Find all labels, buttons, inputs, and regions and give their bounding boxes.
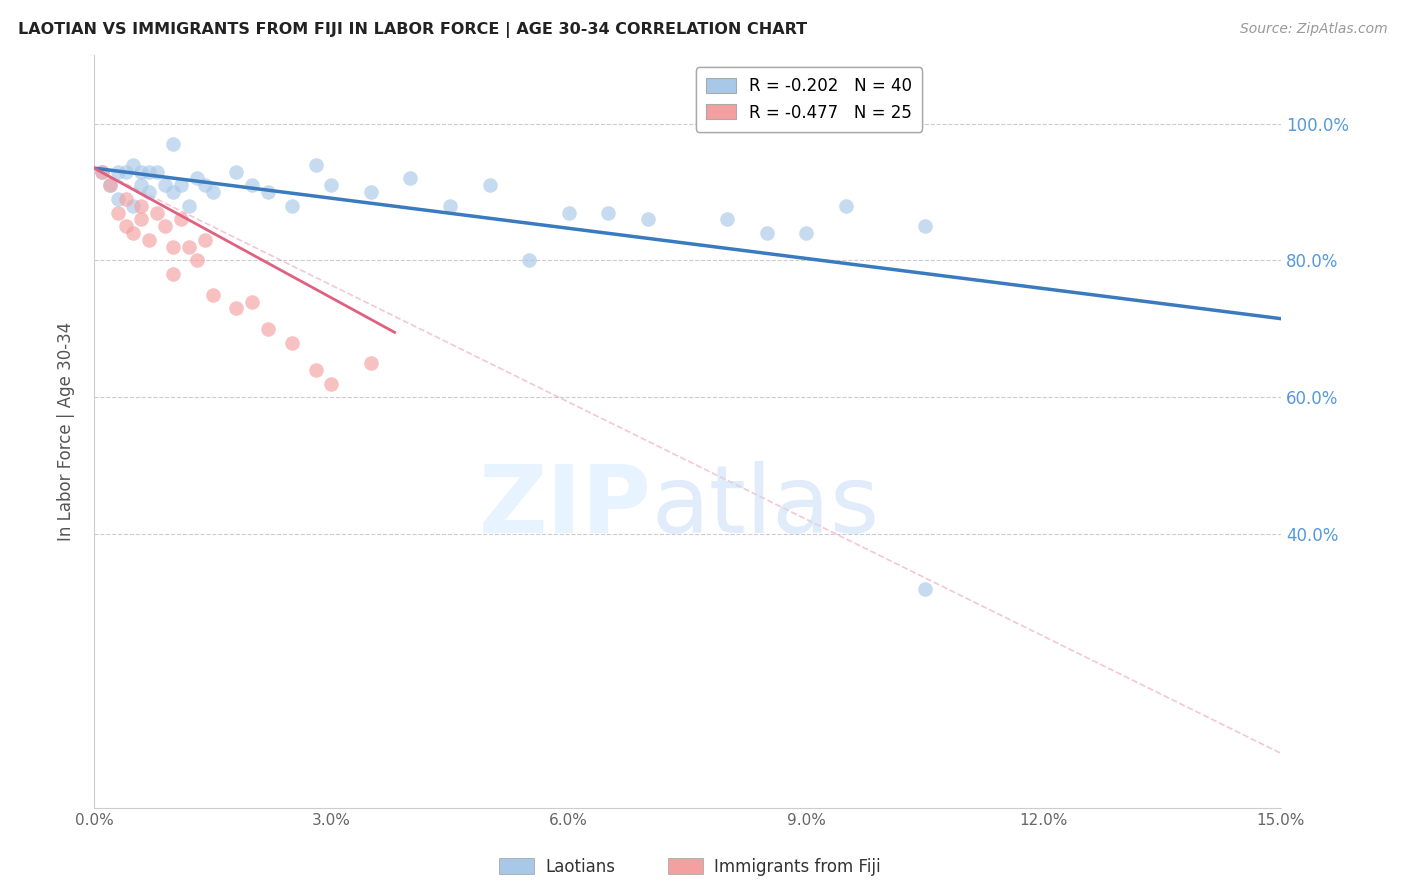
- Point: [131, 199, 153, 213]
- Point: [90, 164, 112, 178]
- Point: [122, 158, 145, 172]
- Point: [281, 199, 304, 213]
- Point: [240, 178, 263, 193]
- Point: [131, 164, 153, 178]
- Legend: R = -0.202   N = 40, R = -0.477   N = 25: R = -0.202 N = 40, R = -0.477 N = 25: [696, 67, 922, 132]
- Point: [138, 233, 160, 247]
- Point: [439, 199, 461, 213]
- Point: [257, 185, 280, 199]
- Point: [321, 376, 343, 391]
- Point: [914, 582, 936, 596]
- Point: [170, 178, 193, 193]
- Point: [107, 192, 129, 206]
- Point: [114, 219, 136, 234]
- Point: [517, 253, 540, 268]
- Y-axis label: In Labor Force | Age 30-34: In Labor Force | Age 30-34: [58, 322, 75, 541]
- Point: [794, 226, 817, 240]
- Point: [598, 205, 620, 219]
- Point: [107, 205, 129, 219]
- Point: [114, 192, 136, 206]
- Point: [186, 253, 208, 268]
- Point: [240, 294, 263, 309]
- Point: [98, 178, 121, 193]
- Point: [304, 158, 326, 172]
- Point: [716, 212, 738, 227]
- Text: Immigrants from Fiji: Immigrants from Fiji: [714, 858, 882, 876]
- Point: [755, 226, 778, 240]
- Point: [170, 212, 193, 227]
- Point: [194, 178, 217, 193]
- Point: [90, 164, 112, 178]
- Point: [138, 185, 160, 199]
- Text: Source: ZipAtlas.com: Source: ZipAtlas.com: [1240, 22, 1388, 37]
- Point: [177, 199, 200, 213]
- Point: [478, 178, 501, 193]
- Point: [162, 137, 184, 152]
- Point: [225, 301, 247, 316]
- Point: [131, 212, 153, 227]
- Point: [257, 322, 280, 336]
- Point: [162, 185, 184, 199]
- Point: [914, 219, 936, 234]
- Point: [281, 335, 304, 350]
- Point: [153, 178, 176, 193]
- Point: [201, 185, 224, 199]
- Point: [360, 185, 382, 199]
- Point: [304, 363, 326, 377]
- Point: [153, 219, 176, 234]
- Point: [122, 226, 145, 240]
- Point: [162, 267, 184, 281]
- Point: [146, 205, 169, 219]
- Point: [114, 164, 136, 178]
- Text: ZIP: ZIP: [479, 461, 652, 553]
- Text: Laotians: Laotians: [546, 858, 616, 876]
- Point: [186, 171, 208, 186]
- Point: [321, 178, 343, 193]
- Point: [162, 240, 184, 254]
- Text: atlas: atlas: [652, 461, 880, 553]
- Point: [138, 164, 160, 178]
- Point: [835, 199, 858, 213]
- Point: [399, 171, 422, 186]
- Point: [225, 164, 247, 178]
- Text: LAOTIAN VS IMMIGRANTS FROM FIJI IN LABOR FORCE | AGE 30-34 CORRELATION CHART: LAOTIAN VS IMMIGRANTS FROM FIJI IN LABOR…: [18, 22, 807, 38]
- Point: [558, 205, 581, 219]
- Point: [201, 287, 224, 301]
- Point: [107, 164, 129, 178]
- Point: [177, 240, 200, 254]
- Point: [194, 233, 217, 247]
- Point: [360, 356, 382, 370]
- Point: [637, 212, 659, 227]
- Point: [131, 178, 153, 193]
- Point: [146, 164, 169, 178]
- Point: [122, 199, 145, 213]
- Point: [98, 178, 121, 193]
